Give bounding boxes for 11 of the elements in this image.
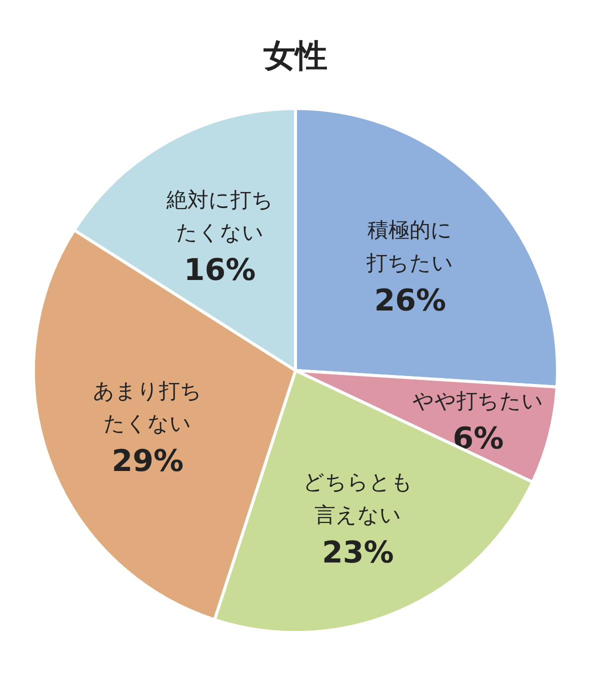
data-label: 29%	[112, 444, 184, 480]
data-label: 26%	[374, 283, 446, 318]
data-label: 23%	[322, 535, 394, 570]
data-label: 16%	[184, 253, 256, 288]
slice-label: 絶対に打ちたくない	[165, 188, 274, 245]
data-label: 6%	[452, 422, 504, 457]
chart-title: 女性	[262, 36, 328, 74]
slice-label: あまり打ちたくない	[93, 379, 202, 436]
slice-label: やや打ちたい	[412, 389, 544, 414]
slice-label: どちらとも言えない	[302, 470, 413, 527]
slice-label: 積極的に打ちたい	[366, 218, 454, 275]
